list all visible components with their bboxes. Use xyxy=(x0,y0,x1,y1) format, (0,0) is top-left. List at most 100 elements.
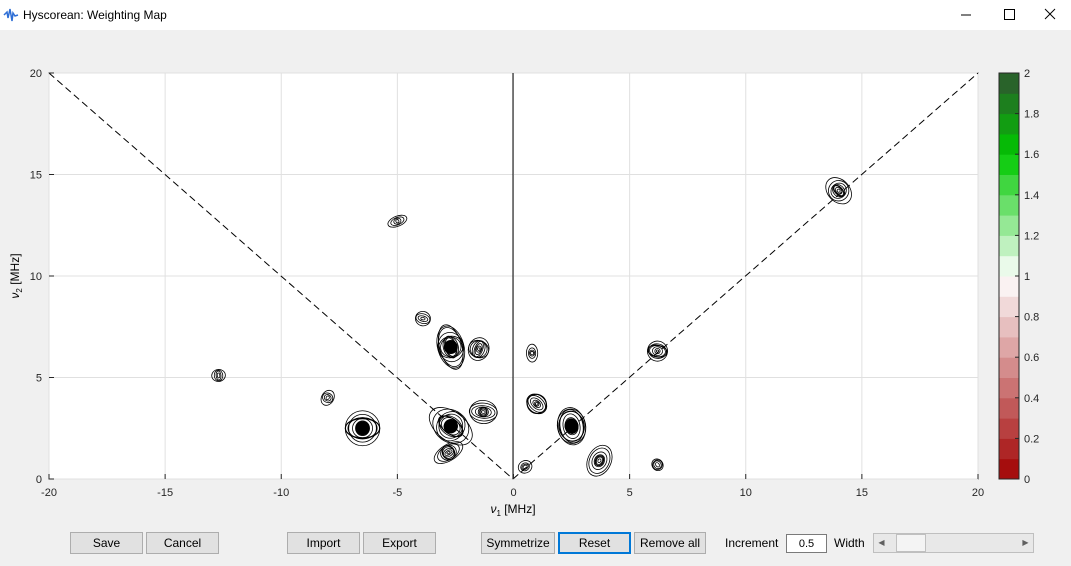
x-tick-label: 20 xyxy=(972,487,984,499)
contour-peak xyxy=(651,458,664,472)
colorbar-segment xyxy=(999,133,1019,155)
contour-peak xyxy=(526,343,539,363)
contour-line xyxy=(832,184,846,198)
x-tick-label: -10 xyxy=(273,487,289,499)
contour-line xyxy=(417,315,429,322)
contour-line xyxy=(347,417,378,440)
contour-line xyxy=(534,401,540,407)
contour-peak xyxy=(586,444,613,477)
contour-line xyxy=(556,408,587,444)
contour-line xyxy=(437,443,460,462)
x-tick-label: 10 xyxy=(740,487,752,499)
app-icon xyxy=(3,8,19,22)
contour-line xyxy=(322,392,334,404)
minimize-button[interactable] xyxy=(943,0,989,30)
contour-line xyxy=(825,177,852,205)
colorbar-tick-label: 1.8 xyxy=(1024,109,1039,121)
maximize-button[interactable] xyxy=(986,0,1032,30)
contour-line xyxy=(475,345,482,353)
contour-line xyxy=(836,188,841,193)
contour-line xyxy=(438,324,464,370)
contour-peak xyxy=(825,177,852,205)
contour-line xyxy=(597,458,602,464)
colorbar-tick-label: 0.4 xyxy=(1024,393,1039,405)
colorbar-segment xyxy=(999,93,1019,115)
import-button[interactable]: Import xyxy=(287,532,360,554)
contour-line xyxy=(479,408,487,416)
contour-core xyxy=(443,340,458,355)
slider-right-arrow-icon[interactable]: ▶ xyxy=(1022,538,1029,547)
contour-line xyxy=(213,369,224,382)
contour-line xyxy=(480,410,486,414)
contour-line xyxy=(529,349,536,357)
contour-line xyxy=(653,460,662,470)
x-tick-label: -5 xyxy=(392,487,402,499)
cancel-button[interactable]: Cancel xyxy=(146,532,219,554)
x-tick-label: 5 xyxy=(627,487,633,499)
contour-line xyxy=(436,325,466,369)
colorbar-tick-label: 0.8 xyxy=(1024,312,1039,324)
contour-line xyxy=(652,459,663,471)
reset-button[interactable]: Reset xyxy=(558,532,631,554)
colorbar-segment xyxy=(999,357,1019,378)
contour-line xyxy=(588,447,611,474)
contour-line xyxy=(558,411,585,442)
colorbar-tick-label: 0 xyxy=(1024,474,1030,486)
contour-core xyxy=(564,419,579,434)
y-axis: 0 5 10 15 20 xyxy=(30,68,54,486)
x-tick-label: -15 xyxy=(157,487,173,499)
contour-line xyxy=(438,415,463,438)
colorbar-segment xyxy=(999,276,1019,297)
contour-line xyxy=(355,420,370,436)
y-axis-label: ν2 [MHz] xyxy=(8,253,24,298)
contour-line xyxy=(444,449,453,456)
symmetrize-button[interactable]: Symmetrize xyxy=(481,532,555,554)
save-button[interactable]: Save xyxy=(70,532,143,554)
contour-peak xyxy=(344,410,381,447)
contour-line xyxy=(520,462,530,472)
contour-peak xyxy=(556,407,587,446)
contour-line xyxy=(528,347,537,359)
contour-line xyxy=(440,336,462,358)
contour-line xyxy=(521,463,529,470)
contour-line xyxy=(647,340,668,362)
contour-line xyxy=(652,346,663,356)
colorbar-segment xyxy=(999,215,1019,236)
colorbar-segment xyxy=(999,154,1019,175)
contour-line xyxy=(446,450,451,455)
increment-label: Increment xyxy=(725,536,779,550)
contour-line xyxy=(390,216,405,226)
export-button[interactable]: Export xyxy=(363,532,436,554)
close-button[interactable] xyxy=(1028,0,1071,30)
contour-peak xyxy=(428,407,473,446)
remove-all-button[interactable]: Remove all xyxy=(634,532,706,554)
diagonal-line xyxy=(512,72,979,480)
colorbar-segment xyxy=(999,194,1019,216)
contour-line xyxy=(437,327,464,367)
width-slider[interactable]: ◀ ▶ xyxy=(873,533,1034,553)
contour-line xyxy=(830,182,847,199)
contour-peak xyxy=(320,389,335,406)
y-tick-label: 0 xyxy=(36,474,42,486)
colorbar-segment xyxy=(999,418,1019,439)
colorbar-segment xyxy=(999,458,1019,480)
slider-left-arrow-icon[interactable]: ◀ xyxy=(878,538,885,547)
contour-line xyxy=(651,458,664,472)
contour-line xyxy=(474,406,492,418)
window-title: Hyscorean: Weighting Map xyxy=(23,8,167,22)
colorbar-segment xyxy=(999,438,1019,460)
contour-peak xyxy=(387,214,408,228)
colorbar-segment xyxy=(999,255,1019,277)
title-bar: Hyscorean: Weighting Map xyxy=(0,0,1071,30)
contour-peak xyxy=(433,441,464,464)
contour-line xyxy=(595,456,603,465)
colorbar-segment xyxy=(999,296,1019,318)
contour-line xyxy=(428,407,473,446)
contour-peak xyxy=(414,311,431,327)
contour-line xyxy=(344,410,381,447)
contour-peak xyxy=(436,324,466,370)
increment-input[interactable] xyxy=(786,534,827,553)
colorbar-tick-label: 0.6 xyxy=(1024,352,1039,364)
slider-thumb[interactable] xyxy=(896,534,926,552)
contour-line xyxy=(476,347,481,351)
